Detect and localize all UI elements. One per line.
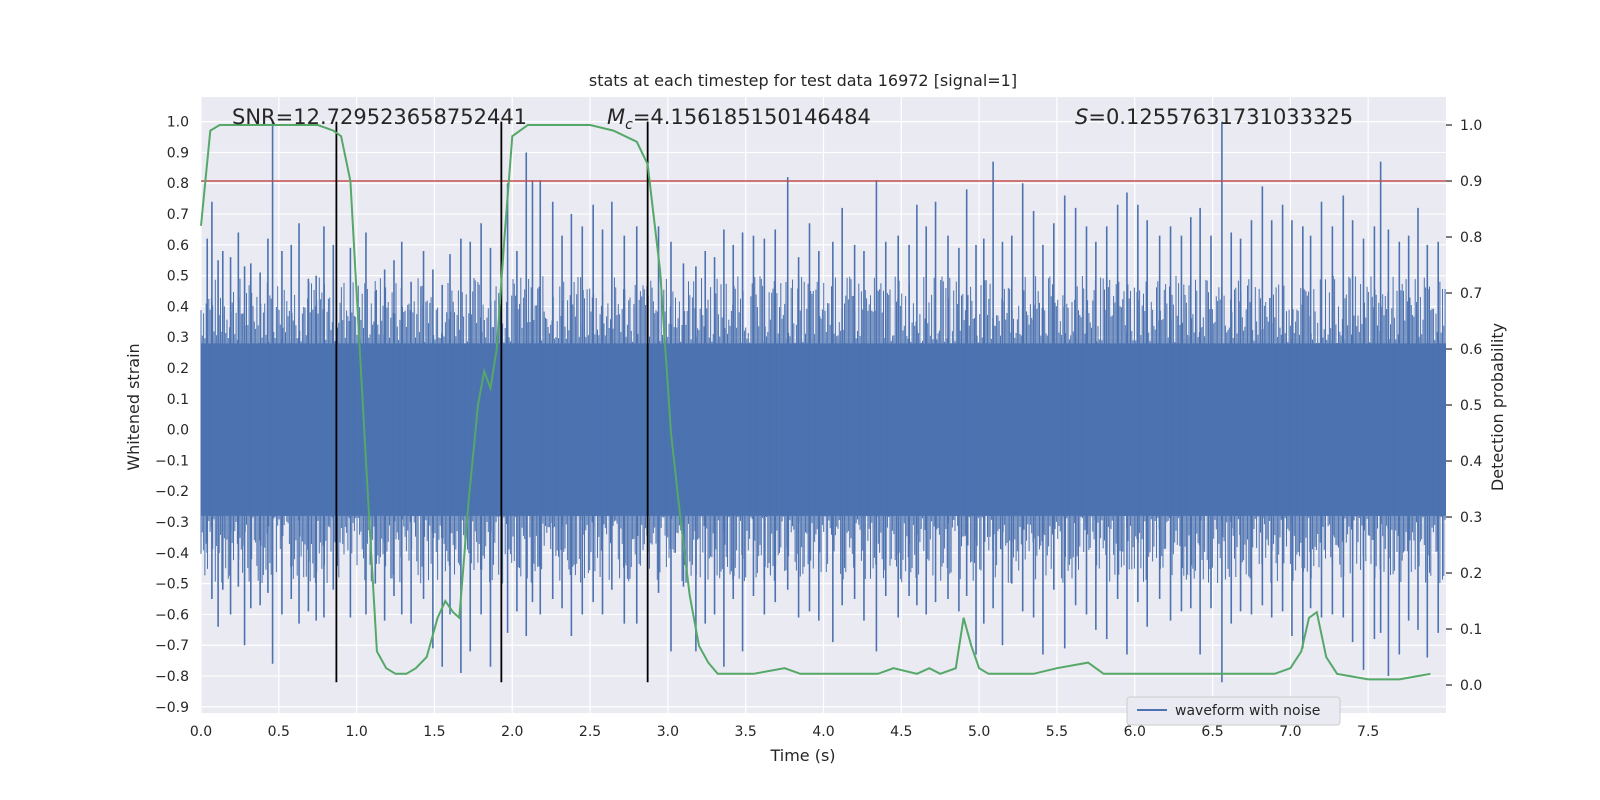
left-tick-label: −0.8 <box>155 669 189 685</box>
left-tick-label: −0.9 <box>155 700 189 716</box>
chirp-mass-annotation: Mc=4.156185150146484 <box>607 105 871 133</box>
x-tick-label: 4.5 <box>890 724 912 740</box>
x-tick-label: 7.5 <box>1357 724 1379 740</box>
left-tick-label: 0.6 <box>167 238 189 254</box>
left-tick-label: 0.9 <box>167 145 189 161</box>
x-tick-label: 0.0 <box>190 724 212 740</box>
left-tick-label: −0.2 <box>155 484 189 500</box>
x-tick-label: 6.5 <box>1201 724 1223 740</box>
x-axis-label: Time (s) <box>769 746 835 765</box>
right-tick-label: 0.7 <box>1460 286 1482 302</box>
left-tick-label: −0.7 <box>155 638 189 654</box>
vertical-markers <box>335 121 649 683</box>
left-tick-label: 0.5 <box>167 269 189 285</box>
probability-line <box>200 124 1431 681</box>
left-tick-label: −0.4 <box>155 546 189 562</box>
left-tick-label: 0.2 <box>167 361 189 377</box>
x-tick-label: 2.5 <box>579 724 601 740</box>
x-tick-label: 3.5 <box>735 724 757 740</box>
left-axis-label: Whitened strain <box>124 343 143 470</box>
right-tick-label: 0.5 <box>1460 398 1482 414</box>
left-tick-label: 0.7 <box>167 207 189 223</box>
right-tick-label: 0.2 <box>1460 566 1482 582</box>
left-tick-label: −0.6 <box>155 607 189 623</box>
x-tick-label: 0.5 <box>268 724 290 740</box>
x-tick-label: 4.0 <box>812 724 834 740</box>
legend-label: waveform with noise <box>1175 703 1320 719</box>
left-tick-label: 0.1 <box>167 392 189 408</box>
x-tick-label: 7.0 <box>1279 724 1301 740</box>
x-tick-label: 6.0 <box>1124 724 1146 740</box>
left-tick-label: 1.0 <box>167 115 189 131</box>
right-tick-label: 0.0 <box>1460 678 1482 694</box>
probability-series <box>200 124 1431 681</box>
left-tick-label: −0.1 <box>155 453 189 469</box>
x-tick-label: 5.0 <box>968 724 990 740</box>
right-tick-label: 0.3 <box>1460 510 1482 526</box>
x-tick-label: 2.0 <box>501 724 523 740</box>
right-axis-label: Detection probability <box>1488 323 1507 491</box>
right-tick-label: 1.0 <box>1460 118 1482 134</box>
x-tick-label: 1.5 <box>423 724 445 740</box>
x-tick-label: 1.0 <box>345 724 367 740</box>
x-tick-label: 5.5 <box>1046 724 1068 740</box>
legend: waveform with noise <box>1126 696 1341 726</box>
left-tick-label: −0.5 <box>155 577 189 593</box>
left-tick-label: 0.3 <box>167 330 189 346</box>
left-tick-label: 0.8 <box>167 176 189 192</box>
x-axis-ticks: 0.0 0.5 1.0 1.5 2.0 2.5 3.0 3.5 4.0 4.5 5.0 5.5 6.0 6… <box>190 724 1379 740</box>
right-tick-label: 0.1 <box>1460 622 1482 638</box>
right-tick-label: 0.9 <box>1460 174 1482 190</box>
right-tick-label: 0.6 <box>1460 342 1482 358</box>
waveform-series <box>200 121 1446 683</box>
right-tick-label: 0.8 <box>1460 230 1482 246</box>
left-axis-ticks: 1.0 0.9 0.8 0.7 0.6 0.5 0.4 0.3 0.2 0.1 0.0 −0.1 −0.… <box>155 115 189 716</box>
right-axis-ticks: 1.0 0.9 0.8 0.7 0.6 0.5 0.4 0.3 0.2 0.1 0.0 <box>1446 118 1482 694</box>
snr-annotation: SNR=12.729523658752441 <box>232 105 527 129</box>
chart-title: stats at each timestep for test data 169… <box>589 71 1017 90</box>
left-tick-label: 0.0 <box>167 423 189 439</box>
right-tick-label: 0.4 <box>1460 454 1482 470</box>
left-tick-label: −0.3 <box>155 515 189 531</box>
x-tick-label: 3.0 <box>657 724 679 740</box>
s-annotation: S=0.12557631731033325 <box>1075 105 1353 129</box>
left-tick-label: 0.4 <box>167 299 189 315</box>
